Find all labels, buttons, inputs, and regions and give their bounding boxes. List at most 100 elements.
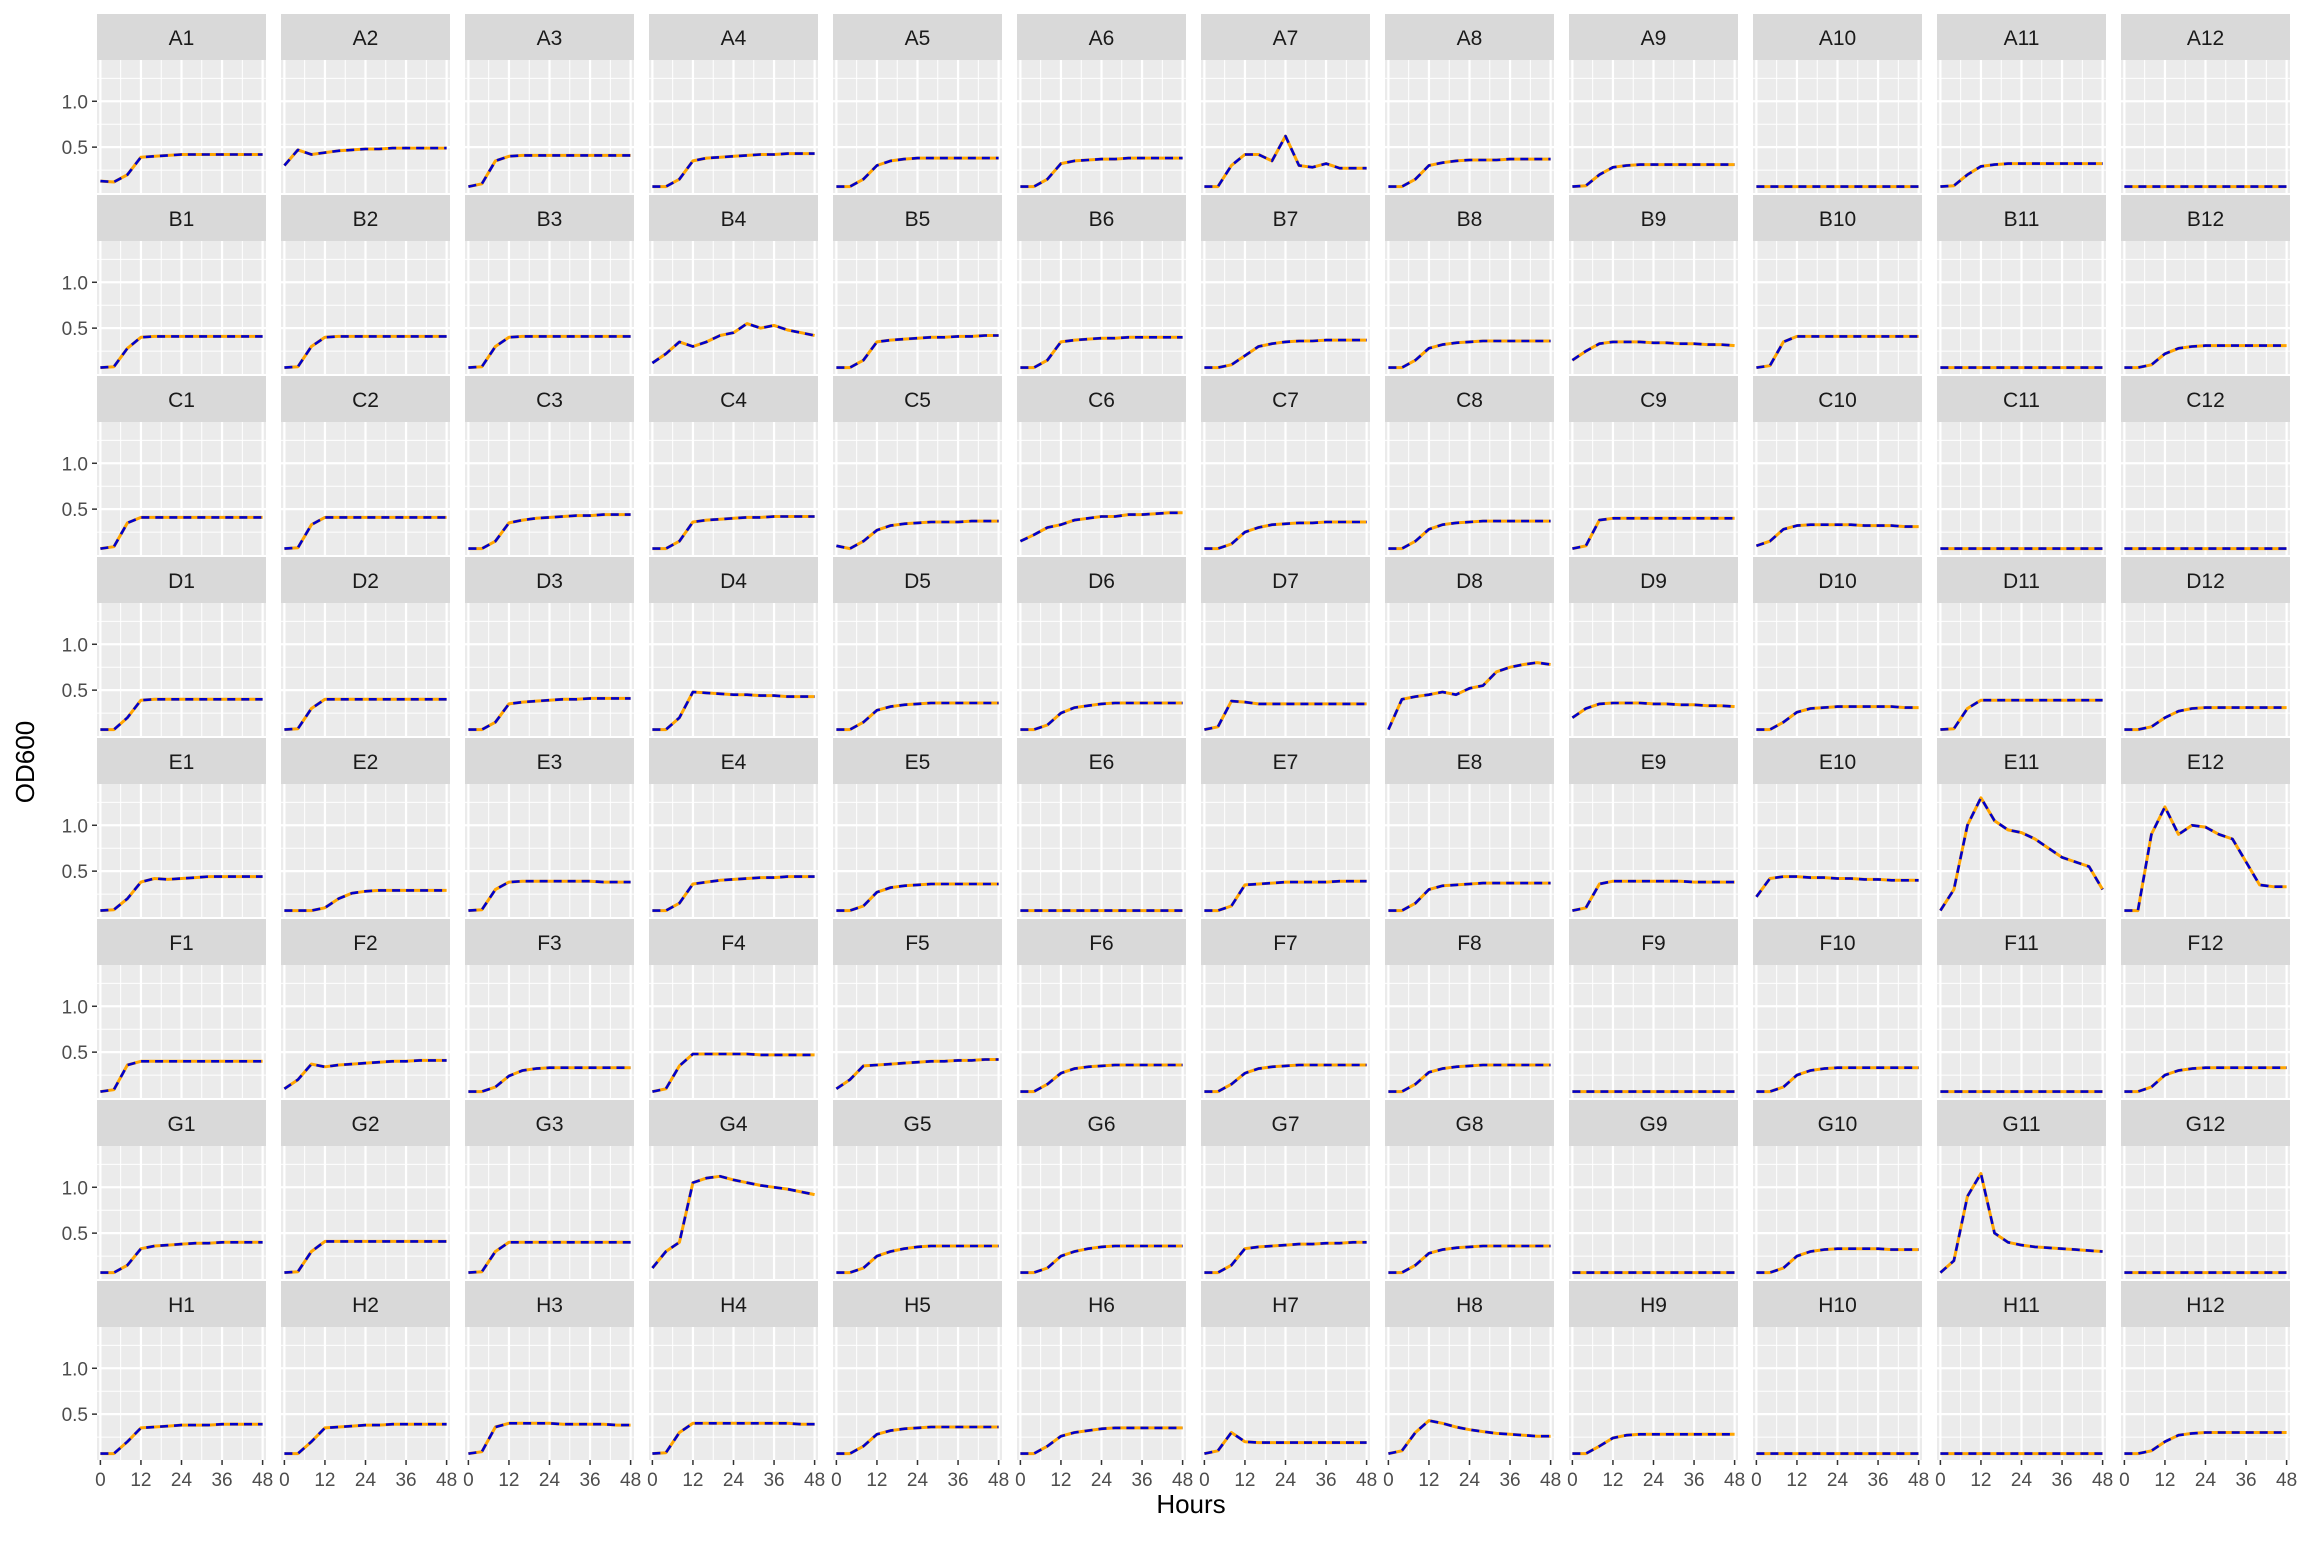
- x-tick-label: 48: [1540, 1470, 1561, 1491]
- strip-G4: [649, 1100, 818, 1146]
- x-tick-label: 36: [763, 1470, 784, 1491]
- strip-C1: [97, 376, 266, 422]
- strip-label-F7: F7: [1273, 932, 1298, 955]
- strip-E8: [1385, 738, 1554, 784]
- fitted-line-A7: [1204, 134, 1367, 188]
- x-tick-label: 12: [1234, 1470, 1255, 1491]
- observed-line-D11: [1940, 698, 2103, 732]
- panel-G4: G4: [649, 1100, 818, 1279]
- strip-label-F3: F3: [537, 932, 562, 955]
- strip-label-E10: E10: [1819, 751, 1856, 774]
- x-tick-label: 36: [947, 1470, 968, 1491]
- panel-D5: D5: [833, 557, 1002, 736]
- fitted-line-E8: [1388, 881, 1551, 912]
- x-tick-label: 48: [252, 1470, 273, 1491]
- strip-label-A12: A12: [2187, 27, 2224, 50]
- panel-C10: C10: [1753, 376, 1922, 555]
- strip-label-H11: H11: [2003, 1294, 2040, 1317]
- fitted-line-H1: [100, 1422, 263, 1455]
- strip-G8: [1385, 1100, 1554, 1146]
- strip-E3: [465, 738, 634, 784]
- strip-label-G7: G7: [1271, 1113, 1299, 1136]
- x-tick-label: 36: [1683, 1470, 1704, 1491]
- strip-H12: [2121, 1281, 2290, 1327]
- x-tick-label: 36: [1499, 1470, 1520, 1491]
- strip-G7: [1201, 1100, 1370, 1146]
- strip-F9: [1569, 919, 1738, 965]
- strip-A7: [1201, 14, 1370, 60]
- strip-B8: [1385, 195, 1554, 241]
- x-tick-label: 0: [831, 1470, 842, 1491]
- strip-H5: [833, 1281, 1002, 1327]
- strip-A12: [2121, 14, 2290, 60]
- panel-C4: C4: [649, 376, 818, 555]
- panel-C8: C8: [1385, 376, 1554, 555]
- strip-label-C6: C6: [1088, 389, 1115, 412]
- strip-G11: [1937, 1100, 2106, 1146]
- observed-line-B10: [1756, 334, 1919, 370]
- x-tick-label: 0: [463, 1470, 474, 1491]
- strip-B1: [97, 195, 266, 241]
- strip-E11: [1937, 738, 2106, 784]
- fitted-line-A8: [1388, 157, 1551, 188]
- fitted-line-H6: [1020, 1426, 1183, 1455]
- panel-C1: C1 0.5 1.0: [62, 376, 266, 555]
- x-tick-label: 36: [2051, 1470, 2072, 1491]
- fitted-line-D4: [652, 690, 815, 731]
- panel-G7: G7: [1201, 1100, 1370, 1279]
- strip-label-F10: F10: [1819, 932, 1855, 955]
- strip-label-C12: C12: [2186, 389, 2225, 412]
- x-tick-label: 0: [95, 1470, 106, 1491]
- x-tick-label: 0: [1199, 1470, 1210, 1491]
- strip-label-G10: G10: [1818, 1113, 1858, 1136]
- panel-H11: H11 0 12 24 36 48: [1935, 1281, 2113, 1491]
- strip-label-E4: E4: [721, 751, 747, 774]
- panel-E2: E2: [281, 738, 450, 917]
- strip-label-G11: G11: [2002, 1113, 2040, 1136]
- fitted-line-G7: [1204, 1241, 1367, 1274]
- strip-B11: [1937, 195, 2106, 241]
- x-tick-label: 12: [314, 1470, 335, 1491]
- x-tick-label: 48: [1172, 1470, 1193, 1491]
- strip-label-A2: A2: [353, 27, 379, 50]
- panel-C12: C12: [2121, 376, 2290, 555]
- strip-D11: [1937, 557, 2106, 603]
- strip-F2: [281, 919, 450, 965]
- strip-A6: [1017, 14, 1186, 60]
- panel-C11: C11: [1937, 376, 2106, 555]
- strip-label-H3: H3: [536, 1294, 563, 1317]
- panel-H3: H3 0 12 24 36 48: [463, 1281, 641, 1491]
- x-tick-label: 48: [1724, 1470, 1745, 1491]
- fitted-line-F5: [835, 1058, 999, 1090]
- x-tick-label: 0: [647, 1470, 658, 1491]
- panel-D4: D4: [649, 557, 818, 736]
- panel-H10: H10 0 12 24 36 48: [1751, 1281, 1929, 1491]
- panel-F7: F7: [1201, 919, 1370, 1098]
- panel-G5: G5: [833, 1100, 1002, 1279]
- strip-label-D1: D1: [168, 570, 195, 593]
- strip-label-D5: D5: [904, 570, 931, 593]
- strip-E7: [1201, 738, 1370, 784]
- x-tick-label: 24: [1827, 1470, 1849, 1491]
- y-tick-label: 1.0: [62, 997, 88, 1018]
- observed-line-H8: [1388, 1419, 1551, 1456]
- strip-B7: [1201, 195, 1370, 241]
- strip-F7: [1201, 919, 1370, 965]
- panel-F8: F8: [1385, 919, 1554, 1098]
- strip-D10: [1753, 557, 1922, 603]
- fitted-line-G6: [1020, 1244, 1183, 1274]
- strip-C2: [281, 376, 450, 422]
- strip-label-H10: H10: [1818, 1294, 1857, 1317]
- observed-line-C1: [100, 515, 263, 551]
- strip-H2: [281, 1281, 450, 1327]
- strip-label-F11: F11: [2004, 932, 2039, 955]
- y-tick-label: 1.0: [62, 1359, 88, 1380]
- fitted-line-D5: [836, 701, 999, 731]
- fitted-line-A1: [100, 153, 263, 184]
- strip-F10: [1753, 919, 1922, 965]
- strip-G10: [1753, 1100, 1922, 1146]
- fitted-line-E4: [652, 875, 815, 912]
- panel-D3: D3: [465, 557, 634, 736]
- fitted-line-A11: [1940, 162, 2103, 188]
